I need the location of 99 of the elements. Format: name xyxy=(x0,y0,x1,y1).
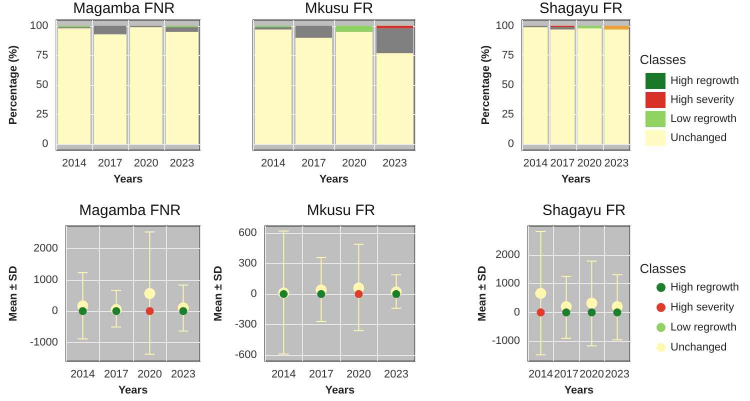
y-tick-label: 1000 xyxy=(496,278,520,290)
point xyxy=(112,307,120,316)
x-tick-label: 2023 xyxy=(384,368,408,381)
chart-title: Shagayu FR xyxy=(542,202,626,219)
x-tick-label: 2020 xyxy=(134,158,158,170)
bar xyxy=(94,34,126,144)
y-axis-title: Mean ± SD xyxy=(476,266,488,322)
x-axis-title: Years xyxy=(325,384,355,396)
y-tick-label: 100 xyxy=(496,20,514,32)
x-tick-label: 2020 xyxy=(577,158,602,170)
legend-label: High regrowth xyxy=(670,282,740,294)
x-axis-title: Years xyxy=(564,384,594,396)
chart-title: Magamba FNR xyxy=(73,0,176,17)
x-tick-label: 2020 xyxy=(342,158,366,170)
x-tick-label: 2017 xyxy=(308,368,334,381)
bar xyxy=(376,26,413,28)
legend-label: High regrowth xyxy=(670,75,740,87)
y-tick-label: 2000 xyxy=(34,242,58,255)
x-axis-title: Years xyxy=(561,174,591,186)
x-tick-label: 2023 xyxy=(382,158,407,170)
x-tick-label: 2017 xyxy=(104,368,129,381)
y-tick-label: 600 xyxy=(238,227,257,240)
y-tick-label: 0 xyxy=(42,138,48,150)
y-tick-label: 0 xyxy=(514,306,520,318)
y-tick-label: 0 xyxy=(508,138,514,150)
y-tick-label: 75 xyxy=(502,49,514,62)
bar xyxy=(336,26,372,32)
chart-title: Magamba FNR xyxy=(79,202,182,219)
bar xyxy=(58,28,90,144)
bar xyxy=(130,27,162,144)
x-tick-label: 2020 xyxy=(580,368,604,381)
y-tick-label: 0 xyxy=(250,288,257,300)
y-tick-label: -300 xyxy=(234,318,257,331)
bar xyxy=(166,27,198,32)
legend-label: Unchanged xyxy=(670,342,727,354)
bar xyxy=(296,26,332,38)
x-tick-label: 2014 xyxy=(62,158,86,170)
chart-title: Mkusu FR xyxy=(306,202,376,219)
y-tick-label: 100 xyxy=(30,20,48,32)
point xyxy=(586,298,598,309)
y-tick-label: -1000 xyxy=(30,336,58,348)
point xyxy=(562,308,570,316)
x-tick-label: 2014 xyxy=(271,368,296,381)
point xyxy=(144,288,156,300)
legend-label: High severity xyxy=(670,302,735,314)
x-tick-label: 2017 xyxy=(554,368,578,381)
point xyxy=(146,307,154,316)
y-axis-title: Mean ± SD xyxy=(8,266,20,322)
y-tick-label: 1000 xyxy=(34,274,58,286)
point xyxy=(536,308,545,316)
bar xyxy=(336,32,372,144)
x-tick-label: 2020 xyxy=(138,368,162,381)
y-tick-label: 75 xyxy=(36,49,48,62)
x-tick-label: 2023 xyxy=(604,158,629,170)
bar xyxy=(166,32,198,144)
x-axis-title: Years xyxy=(319,174,349,186)
x-tick-label: 2023 xyxy=(605,368,630,381)
x-tick-label: 2017 xyxy=(98,158,122,170)
legend-label: High severity xyxy=(670,94,735,106)
bar xyxy=(255,29,292,144)
y-tick-label: 0 xyxy=(52,305,58,318)
y-tick-label: 2000 xyxy=(496,248,520,261)
legend-label: Unchanged xyxy=(670,132,727,144)
x-tick-label: 2020 xyxy=(346,368,371,381)
x-tick-label: 2014 xyxy=(261,158,286,170)
y-tick-label: 25 xyxy=(502,108,514,121)
bar xyxy=(296,38,332,144)
x-tick-label: 2014 xyxy=(70,368,96,381)
x-tick-label: 2017 xyxy=(550,158,575,170)
point xyxy=(613,308,622,316)
bar xyxy=(376,28,413,54)
x-axis-title: Years xyxy=(113,174,143,186)
legend-label: Low regrowth xyxy=(670,113,737,125)
bar xyxy=(376,53,413,144)
y-tick-label: 25 xyxy=(36,108,48,121)
legend-title: Classes xyxy=(640,52,686,67)
y-tick-label: 50 xyxy=(502,79,514,92)
bar xyxy=(94,26,126,34)
legend-label: Low regrowth xyxy=(670,322,737,334)
point xyxy=(78,307,87,316)
legend-title: Classes xyxy=(640,261,686,276)
x-axis-title: Years xyxy=(118,384,148,396)
y-tick-label: 300 xyxy=(238,258,257,270)
x-tick-label: 2023 xyxy=(171,368,196,381)
y-tick-label: -600 xyxy=(234,349,257,362)
chart-title: Shagayu FR xyxy=(539,0,623,17)
y-tick-label: 50 xyxy=(36,79,48,92)
x-tick-label: 2014 xyxy=(528,368,553,381)
point xyxy=(179,307,188,316)
x-tick-label: 2023 xyxy=(170,158,194,170)
y-axis-title: Percentage (%) xyxy=(8,44,20,125)
x-tick-label: 2017 xyxy=(302,158,326,170)
y-tick-label: -1000 xyxy=(492,335,520,348)
y-axis-title: Mean ± SD xyxy=(212,266,224,322)
point xyxy=(535,288,546,299)
x-tick-label: 2014 xyxy=(523,158,548,170)
y-axis-title: Percentage (%) xyxy=(480,44,492,125)
chart-title: Mkusu FR xyxy=(304,0,374,17)
point xyxy=(588,308,596,316)
